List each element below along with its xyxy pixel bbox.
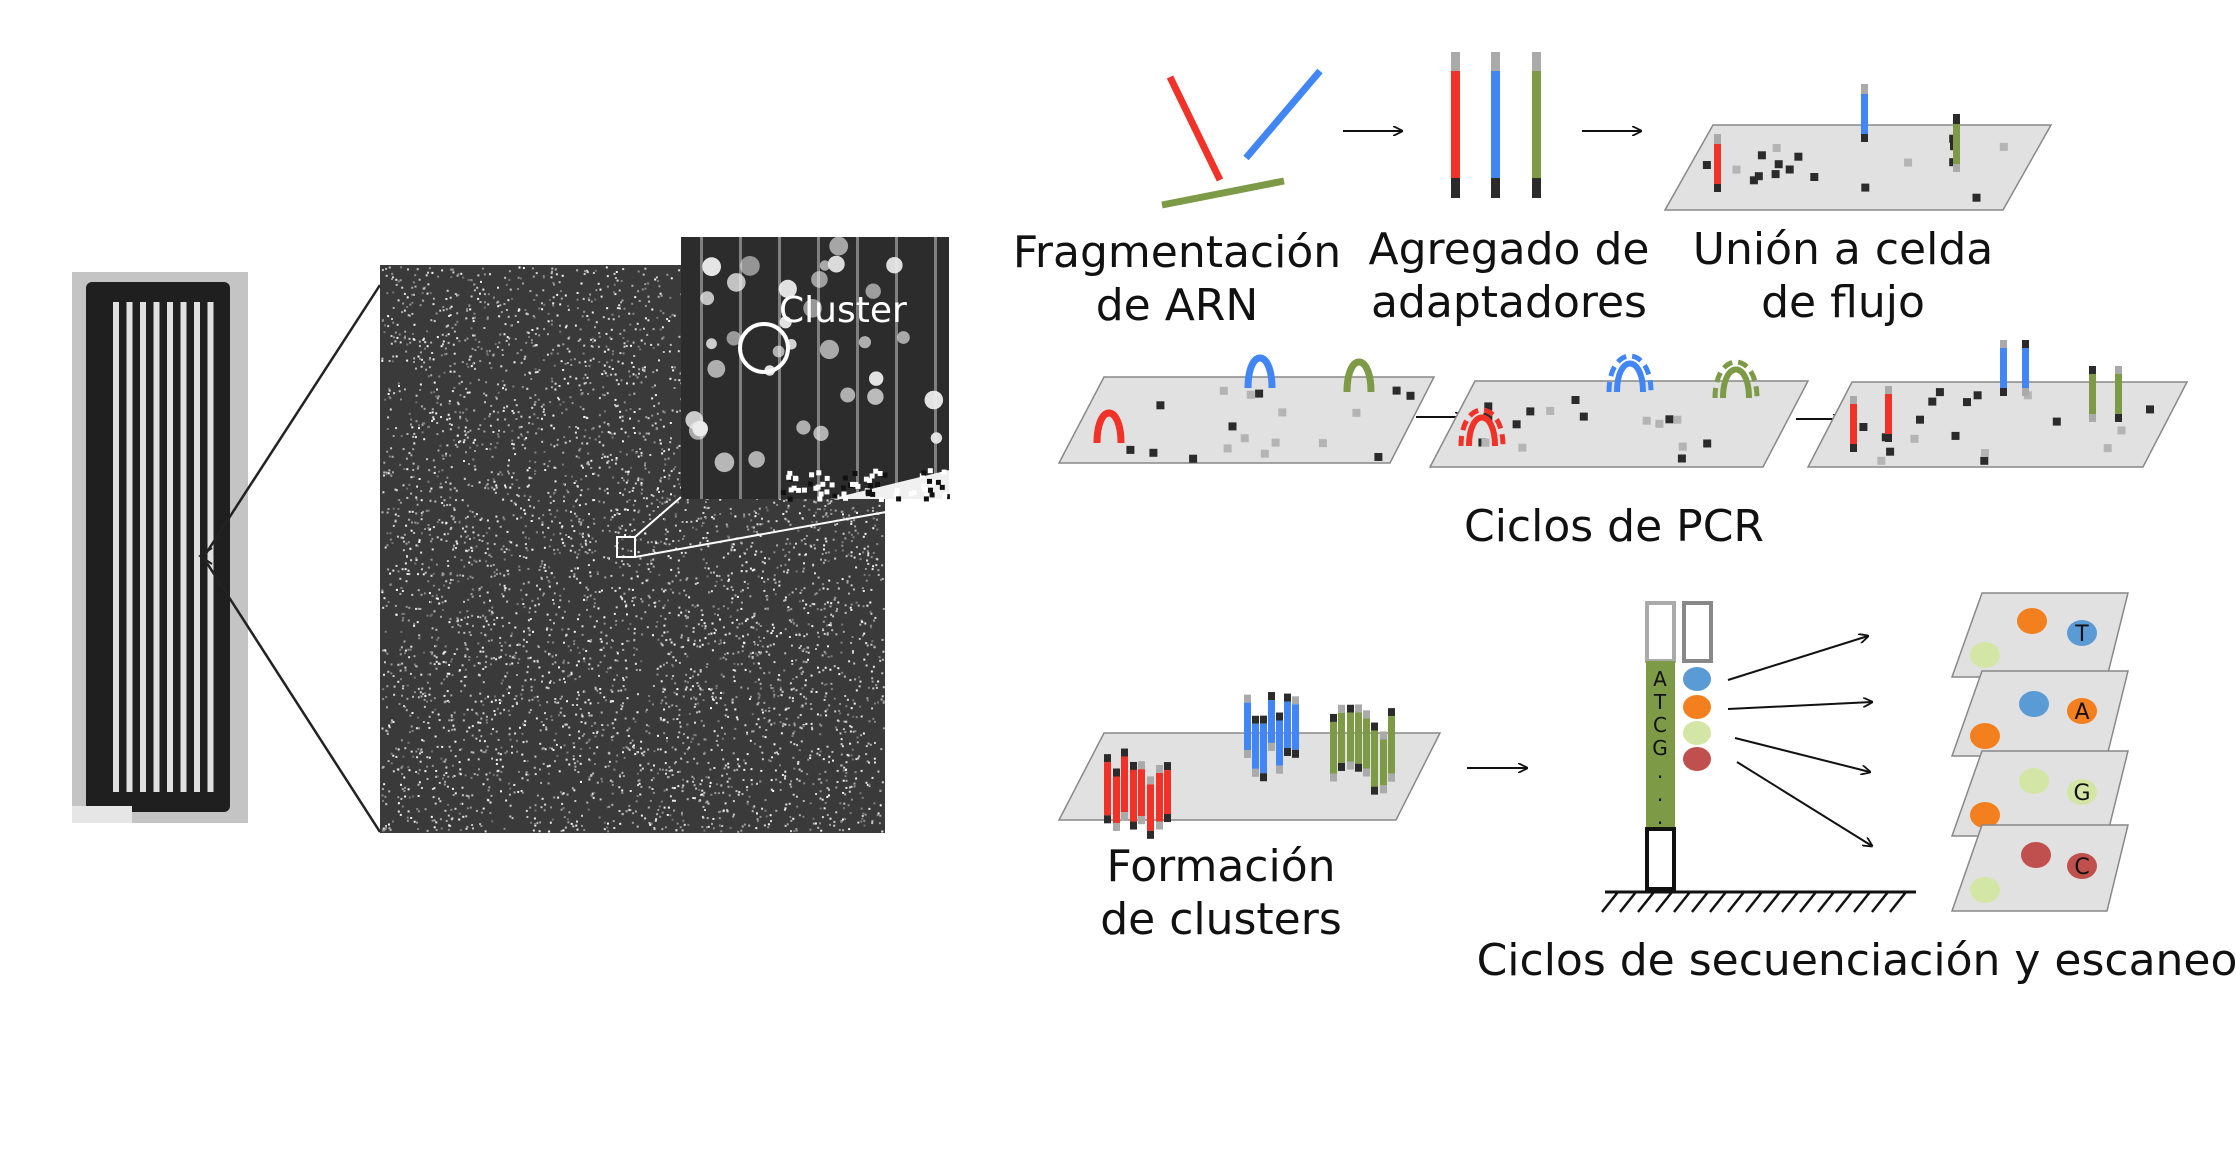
dye-bubbles	[1683, 667, 1711, 771]
label-sequencing: Ciclos de secuenciación y escaneo	[1477, 935, 2236, 986]
strand-base-2: C	[1653, 713, 1667, 737]
label-flowcell-1: Unión a celda	[1693, 224, 1993, 275]
arrow-seq-3	[1734, 737, 1870, 772]
strand-base-6: .	[1657, 805, 1663, 829]
cluster-label: Cluster	[779, 290, 907, 331]
label-pcr: Ciclos de PCR	[1464, 501, 1764, 552]
zoom-line-bottom	[203, 559, 382, 833]
inset-link-top	[634, 496, 682, 538]
strand-base-1: T	[1653, 690, 1667, 714]
pcr-plate-3	[1806, 340, 2189, 468]
ground-hatch-icon	[1601, 890, 1916, 913]
fragments-icon	[1161, 68, 1323, 209]
dye-T-icon	[1683, 667, 1711, 691]
cluster-inset: Cluster	[616, 236, 950, 558]
strand-base-5: .	[1657, 782, 1663, 806]
label-flowcell-2: de flujo	[1761, 277, 1925, 328]
dye-G-icon	[1683, 721, 1711, 745]
scan-plates: T A G C	[1950, 592, 2129, 912]
chip-letter-G: G	[2073, 781, 2090, 806]
sequencing-strand: ATCG...	[1645, 601, 1713, 891]
scan-plate-G: G	[1950, 750, 2129, 837]
chip-letter-A: A	[2074, 700, 2089, 725]
label-adapters-2: adaptadores	[1371, 277, 1647, 328]
flowcell-plate-1	[1663, 84, 2053, 211]
adapter-strands-icon	[1451, 52, 1541, 198]
inset-link-bottom	[634, 511, 887, 558]
cluster-circle-icon	[738, 322, 790, 374]
label-clusters-2: de clusters	[1100, 894, 1342, 945]
pcr-plate-2	[1428, 353, 1810, 468]
scan-plate-A: A	[1950, 670, 2129, 757]
dye-C-icon	[1683, 747, 1711, 771]
arrow-seq-4	[1736, 761, 1872, 846]
strand-base-3: G	[1652, 736, 1668, 760]
zoom-line-top	[203, 284, 382, 556]
dye-A-icon	[1683, 695, 1711, 719]
zoom-marker-icon	[198, 547, 213, 565]
strand-base-0: A	[1653, 667, 1667, 691]
chip-letter-T: T	[2074, 622, 2089, 647]
pcr-plate-1	[1057, 354, 1436, 464]
chip-letter-C: C	[2074, 855, 2089, 880]
label-fragmentation-1: Fragmentación	[1013, 227, 1341, 278]
arrow-seq-2	[1727, 702, 1872, 710]
cluster-plate	[1057, 692, 1442, 839]
label-clusters-1: Formación	[1106, 841, 1335, 892]
scan-plate-T: T	[1950, 592, 2129, 678]
label-fragmentation-2: de ARN	[1096, 280, 1259, 331]
inset-source-box	[616, 536, 636, 558]
flowcell-photo	[72, 272, 248, 823]
strand-base-4: .	[1657, 759, 1663, 783]
scan-plate-C: C	[1950, 824, 2129, 912]
label-adapters-1: Agregado de	[1369, 224, 1650, 275]
arrow-seq-1	[1727, 636, 1868, 681]
